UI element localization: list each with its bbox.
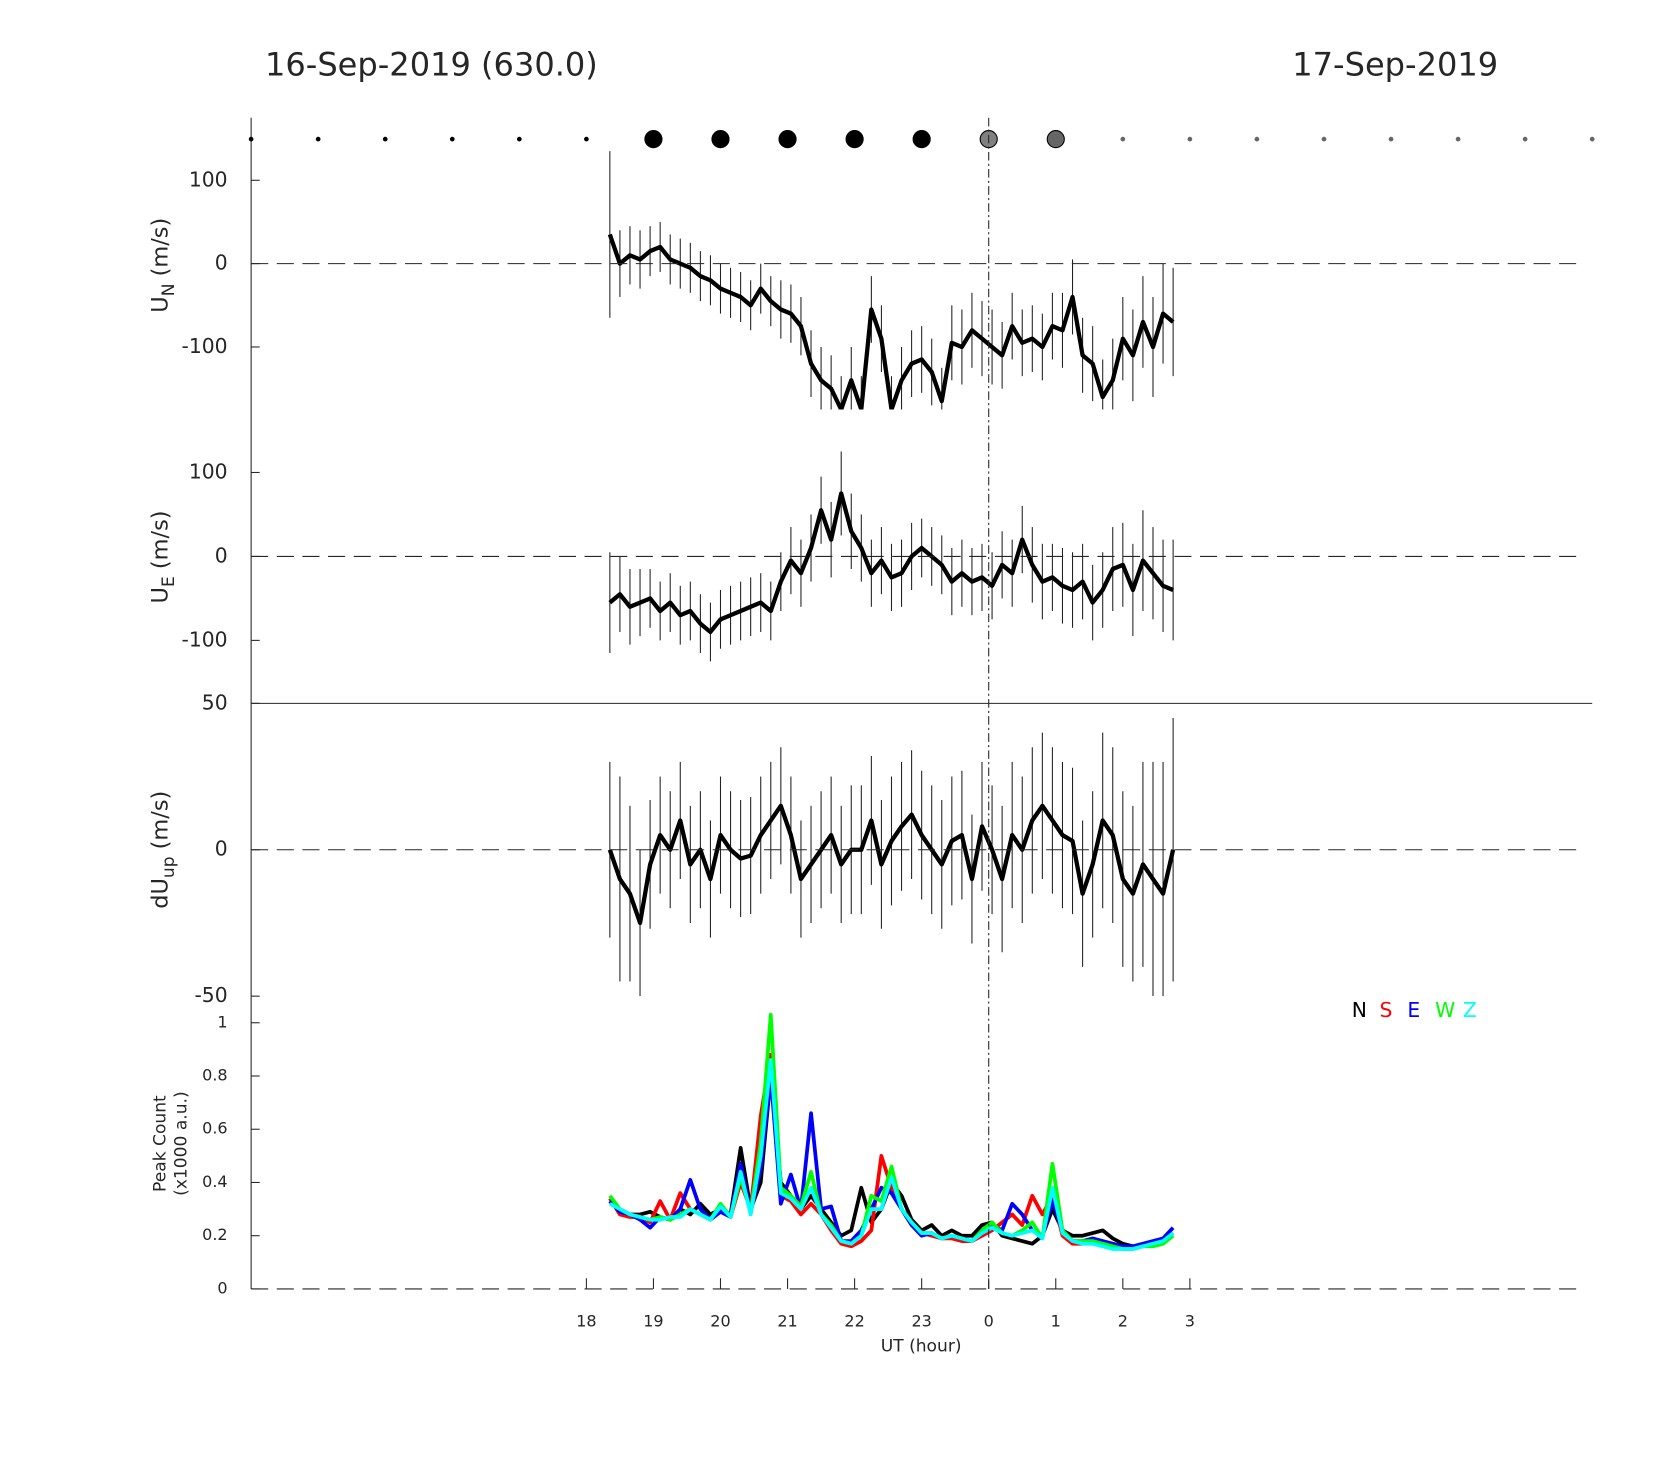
data-line [608, 1052, 1174, 1251]
x-tick-label: 21 [777, 1312, 797, 1331]
status-dot [778, 130, 797, 149]
x-tick-label: 1 [1051, 1312, 1061, 1331]
data-line [608, 1058, 1175, 1251]
status-dot [449, 136, 455, 142]
y-axis-label-sub: N [159, 283, 179, 296]
legend-entry: Z [1463, 998, 1477, 1022]
y-tick-label: 0.2 [202, 1225, 227, 1244]
plot-area [608, 451, 1174, 662]
x-axis-label: UT (hour) [881, 1337, 962, 1357]
status-dot [644, 130, 663, 149]
x-tick-label: 0 [984, 1312, 994, 1331]
y-axis-label-unit: (m/s) [147, 510, 173, 576]
data-line [608, 1074, 1175, 1249]
status-dot [1321, 136, 1327, 142]
y-tick-label: -100 [182, 334, 228, 358]
status-dot [1187, 136, 1193, 142]
status-dot [912, 130, 931, 149]
plot-area [608, 1012, 1175, 1251]
status-dot [516, 136, 522, 142]
status-dot [711, 130, 730, 149]
data-line [607, 233, 1175, 410]
y-tick-label: 0.4 [202, 1172, 227, 1191]
status-dot [248, 136, 254, 142]
legend-entry: N [1352, 998, 1367, 1022]
x-tick-label: 20 [710, 1312, 730, 1331]
status-dot [845, 130, 864, 149]
y-tick-label: -50 [194, 983, 227, 1007]
status-dot [382, 136, 388, 142]
status-dot [315, 136, 321, 142]
y-tick-label: -100 [182, 627, 228, 651]
x-tick-label: 18 [576, 1312, 596, 1331]
plot-area [607, 151, 1175, 410]
y-axis-label-sub: E [159, 576, 179, 587]
status-dot [1589, 136, 1595, 142]
y-axis-label: (x1000 a.u.) [172, 1091, 192, 1195]
y-axis-label: dUup (m/s) [147, 791, 179, 909]
data-line [608, 491, 1174, 635]
x-tick-label: 19 [643, 1312, 663, 1331]
x-tick-label: 22 [844, 1312, 864, 1331]
data-line [608, 1012, 1175, 1251]
y-axis-label-main: dU [147, 878, 173, 909]
y-tick-label: 0 [215, 251, 228, 275]
legend-entry: S [1380, 998, 1393, 1022]
data-line [608, 1074, 1175, 1249]
x-tick-label: 23 [911, 1312, 931, 1331]
status-dot [1455, 136, 1461, 142]
chart-title: 16-Sep-2019 (630.0) [265, 45, 598, 83]
y-axis-label-main: U [147, 296, 173, 312]
status-dot [1522, 136, 1528, 142]
y-tick-label: 0 [215, 543, 228, 567]
x-tick-label: 3 [1185, 1312, 1195, 1331]
y-tick-label: 100 [189, 167, 228, 191]
y-axis-label-unit: (m/s) [147, 218, 173, 284]
y-axis-label: UE (m/s) [147, 510, 179, 603]
y-axis-label: UN (m/s) [147, 218, 179, 313]
y-tick-label: 100 [189, 459, 228, 483]
plot-area [607, 717, 1176, 997]
y-tick-label: 1 [217, 1012, 227, 1031]
y-tick-label: 50 [202, 690, 228, 714]
y-axis-label-sub: up [159, 856, 179, 878]
chart-title-right: 17-Sep-2019 [1292, 45, 1498, 83]
status-dot [1254, 136, 1260, 142]
y-axis-label-unit: (m/s) [147, 791, 173, 857]
x-tick-label: 2 [1118, 1312, 1128, 1331]
status-dot [1120, 136, 1126, 142]
y-tick-label: 0.8 [202, 1066, 227, 1085]
status-dot [1046, 130, 1065, 149]
data-line [607, 803, 1176, 926]
status-dot [1388, 136, 1394, 142]
y-axis-label: Peak Count [150, 1095, 170, 1192]
legend-entry: W [1435, 998, 1455, 1022]
y-tick-label: 0 [215, 837, 228, 861]
y-tick-label: 0 [217, 1278, 227, 1297]
legend-entry: E [1407, 998, 1420, 1022]
status-dot [584, 136, 589, 142]
y-axis-label-main: U [147, 587, 173, 603]
y-tick-label: 0.6 [202, 1119, 227, 1138]
